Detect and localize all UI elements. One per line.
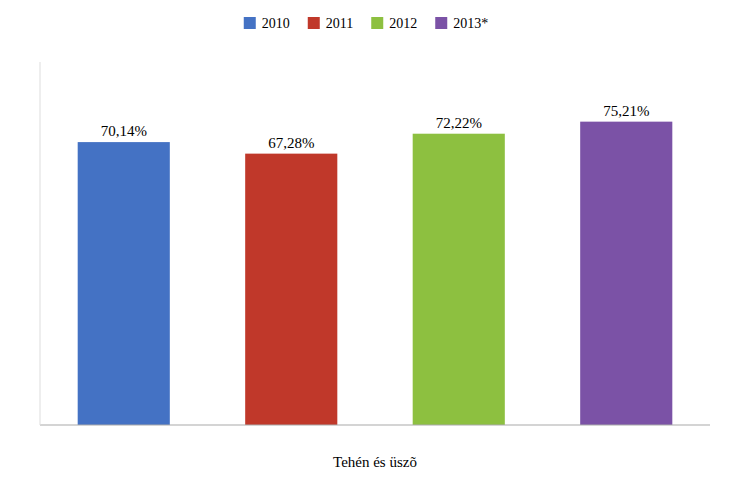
chart-container: 70,14% 67,28% 72,22% 75,21% Tehén és üszõ 201… <box>0 0 732 491</box>
legend-swatch <box>435 17 447 29</box>
x-axis-line <box>40 424 710 425</box>
chart: 70,14% 67,28% 72,22% 75,21% Tehén és üszõ 201… <box>0 0 732 491</box>
legend-label: 2011 <box>326 16 353 31</box>
bar <box>78 142 170 425</box>
legend-label: 2010 <box>262 16 290 31</box>
legend-item: 2010 <box>244 16 290 31</box>
legend-item: 2011 <box>308 16 353 31</box>
legend-label: 2012 <box>389 16 417 31</box>
x-axis-label: Tehén és üszõ <box>333 454 417 470</box>
bar <box>413 134 505 425</box>
legend: 2010 2011 2012 2013* <box>244 16 488 31</box>
y-axis-line <box>40 62 41 425</box>
data-labels: 70,14% 67,28% 72,22% 75,21% <box>101 103 650 151</box>
bars <box>78 122 673 425</box>
data-label: 70,14% <box>101 123 147 139</box>
legend-item: 2013* <box>435 16 488 31</box>
legend-item: 2012 <box>371 16 417 31</box>
legend-swatch <box>244 17 256 29</box>
data-label: 72,22% <box>436 115 482 131</box>
bar <box>580 122 672 425</box>
bar <box>245 154 337 425</box>
legend-swatch <box>371 17 383 29</box>
data-label: 67,28% <box>268 135 314 151</box>
legend-label: 2013* <box>453 16 488 31</box>
data-label: 75,21% <box>603 103 649 119</box>
legend-swatch <box>308 17 320 29</box>
